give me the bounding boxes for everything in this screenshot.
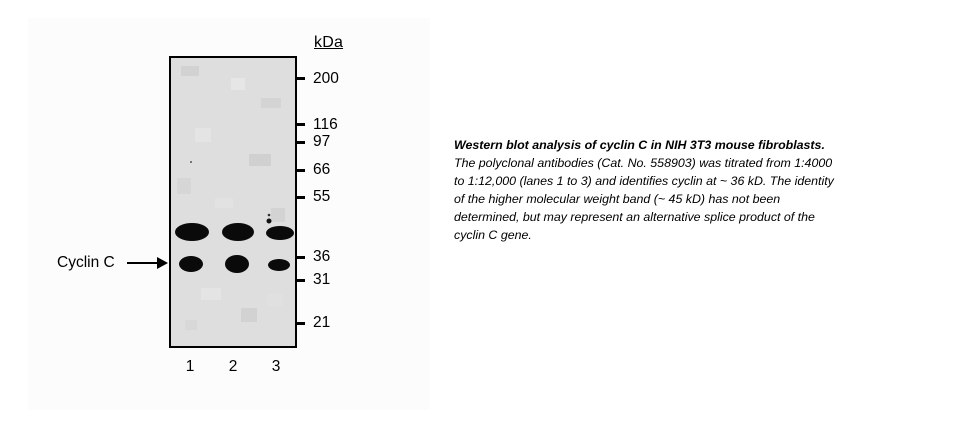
marker-label-36: 36 (313, 248, 331, 265)
marker-label-66: 66 (313, 161, 331, 178)
marker-tick-200 (296, 77, 305, 80)
lane-label-3: 3 (271, 358, 281, 375)
marker-label-200: 200 (313, 70, 339, 87)
arrow-right-icon (127, 257, 168, 269)
marker-tick-97 (296, 141, 305, 144)
blot-image (171, 58, 295, 346)
marker-tick-31 (296, 279, 305, 282)
cyclin-c-band-label: Cyclin C (57, 254, 115, 271)
marker-label-21: 21 (313, 314, 331, 331)
lane-2-upper-band (222, 223, 254, 241)
marker-tick-36 (296, 256, 305, 259)
lane-1-cyclin-c-band (179, 256, 203, 272)
western-blot-membrane (169, 56, 297, 348)
caption-body: The polyclonal antibodies (Cat. No. 5589… (454, 156, 834, 242)
lane-1-upper-band (175, 223, 209, 241)
lane-label-2: 2 (228, 358, 238, 375)
marker-label-55: 55 (313, 188, 331, 205)
caption-title: Western blot analysis of cyclin C in NIH… (454, 138, 825, 152)
lane-2-cyclin-c-band (225, 255, 249, 273)
figure-caption: Western blot analysis of cyclin C in NIH… (454, 136, 844, 244)
marker-tick-66 (296, 169, 305, 172)
marker-label-31: 31 (313, 271, 331, 288)
lane-3-upper-band (266, 226, 294, 240)
marker-tick-21 (296, 322, 305, 325)
marker-label-116: 116 (313, 116, 338, 133)
marker-tick-55 (296, 196, 305, 199)
lane-3-cyclin-c-band (268, 259, 290, 271)
marker-label-97: 97 (313, 133, 331, 150)
marker-tick-116 (296, 123, 305, 126)
lane-3-spot (266, 218, 272, 224)
units-label: kDa (314, 34, 344, 51)
lane-label-1: 1 (185, 358, 195, 375)
